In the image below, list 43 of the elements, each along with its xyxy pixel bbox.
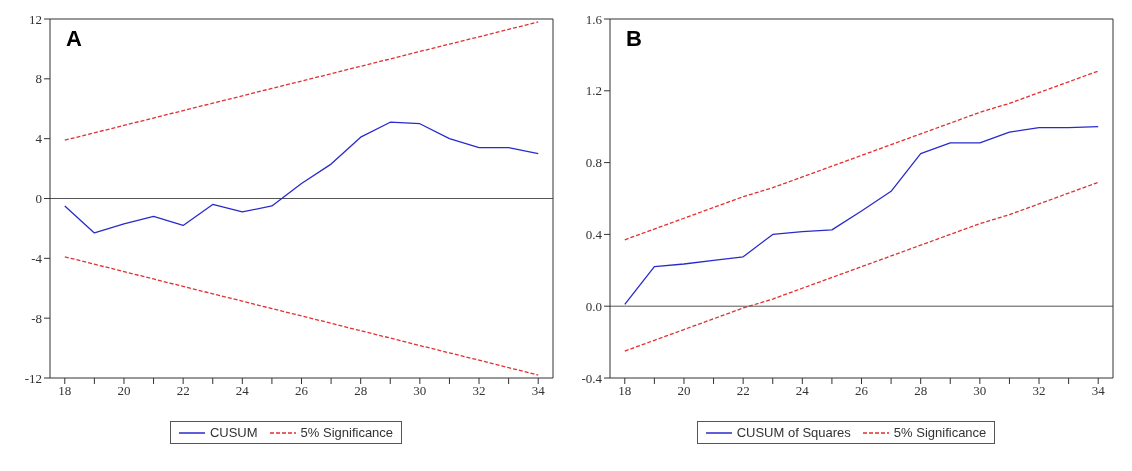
x-tick-label: 28 [914, 383, 928, 399]
y-tick-label: 4 [35, 131, 43, 147]
chart-title: A [66, 26, 82, 52]
y-tick-label: 0.4 [585, 227, 603, 243]
x-tick-label: 34 [531, 383, 546, 399]
x-tick-label: 18 [58, 383, 72, 399]
y-tick-label: 1.6 [585, 11, 603, 27]
line-series [624, 181, 1099, 352]
chart-title: B [626, 26, 642, 52]
x-tick-label: 22 [176, 383, 190, 399]
legend-label: 5% Significance [300, 425, 394, 440]
y-tick-label: -8 [31, 310, 42, 326]
x-tick-label: 26 [295, 383, 309, 399]
x-tick-label: 32 [472, 383, 486, 399]
legend-label: CUSUM [209, 425, 258, 440]
x-tick-label: 28 [354, 383, 368, 399]
line-series [624, 70, 1099, 241]
x-tick-label: 18 [618, 383, 632, 399]
y-tick-label: 1.2 [585, 83, 602, 99]
line-series [64, 256, 539, 376]
x-tick-label: 34 [1091, 383, 1106, 399]
x-tick-label: 26 [855, 383, 869, 399]
x-tick-label: 30 [973, 383, 987, 399]
y-tick-label: 12 [29, 11, 42, 27]
y-tick-label: 0.8 [585, 155, 602, 171]
y-tick-label: 0.0 [585, 298, 602, 314]
x-tick-label: 24 [795, 383, 810, 399]
y-tick-label: 8 [35, 71, 42, 87]
x-tick-label: 20 [117, 383, 131, 399]
line-series [64, 121, 539, 234]
legend-label: CUSUM of Squares [736, 425, 851, 440]
x-tick-label: 22 [736, 383, 750, 399]
y-tick-label: -4 [31, 250, 43, 266]
x-tick-label: 32 [1032, 383, 1046, 399]
y-tick-label: 0 [35, 191, 42, 207]
x-tick-label: 20 [677, 383, 691, 399]
line-series [64, 21, 539, 141]
legend-label: 5% Significance [893, 425, 987, 440]
x-tick-label: 24 [235, 383, 250, 399]
y-tick-label: -12 [24, 370, 42, 386]
y-tick-label: -0.4 [581, 370, 603, 386]
x-tick-label: 30 [413, 383, 427, 399]
line-series [624, 126, 1099, 306]
